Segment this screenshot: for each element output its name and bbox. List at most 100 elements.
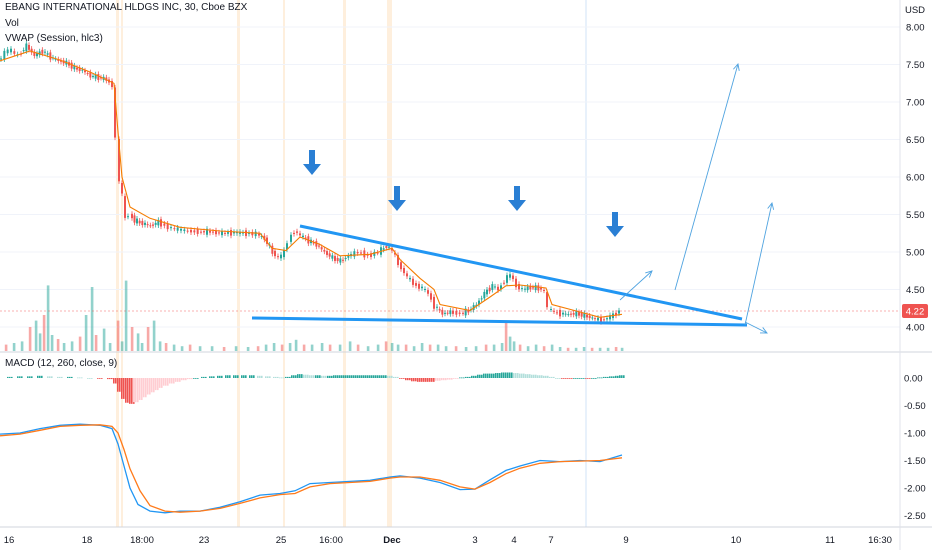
projection-arrow[interactable] bbox=[674, 63, 739, 291]
candle-body bbox=[438, 309, 441, 311]
macd-histogram-bar bbox=[609, 376, 611, 378]
macd-histogram-bar bbox=[191, 378, 193, 380]
candle-body bbox=[353, 251, 356, 257]
vwap-legend[interactable]: VWAP (Session, hlc3) bbox=[5, 33, 103, 44]
candle-body bbox=[3, 50, 6, 60]
macd-histogram-bar bbox=[447, 378, 449, 380]
triangle-lower-trendline[interactable] bbox=[251, 316, 748, 327]
macd-histogram-bar bbox=[287, 376, 289, 378]
macd-histogram-bar bbox=[469, 376, 471, 378]
macd-histogram-bar bbox=[597, 377, 599, 379]
candle-body bbox=[415, 283, 417, 286]
macd-histogram-bar bbox=[437, 378, 439, 381]
candle-body bbox=[546, 292, 548, 308]
candle-body bbox=[183, 229, 186, 232]
macd-histogram-bar bbox=[463, 377, 465, 379]
candle-body bbox=[254, 231, 257, 237]
candle-body bbox=[233, 231, 235, 234]
candle-body bbox=[562, 312, 564, 315]
macd-histogram-bar bbox=[183, 378, 185, 381]
session-band bbox=[237, 0, 240, 527]
candle-body bbox=[144, 222, 146, 225]
volume-legend[interactable]: Vol bbox=[5, 18, 19, 29]
volume-bar bbox=[598, 347, 602, 351]
macd-histogram-bar bbox=[189, 378, 191, 380]
macd-histogram-bar bbox=[579, 378, 581, 379]
candle-body bbox=[38, 51, 41, 56]
volume-bar bbox=[366, 346, 370, 351]
candle-body bbox=[478, 300, 480, 305]
candle-body bbox=[370, 253, 372, 257]
down-arrow-icon[interactable] bbox=[303, 150, 321, 175]
candle-body bbox=[462, 312, 464, 314]
macd-histogram-bar bbox=[305, 374, 307, 378]
macd-histogram-bar bbox=[393, 376, 395, 378]
macd-histogram-bar bbox=[241, 375, 243, 378]
volume-bar bbox=[84, 315, 88, 351]
macd-histogram-bar bbox=[549, 376, 551, 378]
candle-body bbox=[94, 74, 97, 79]
down-arrow-icon[interactable] bbox=[508, 186, 526, 211]
chart-title[interactable]: EBANG INTERNATIONAL HLDGS INC, 30, Cboe … bbox=[5, 2, 248, 13]
macd-histogram-bar bbox=[353, 375, 355, 378]
macd-histogram-bar bbox=[299, 374, 301, 378]
candle-body bbox=[33, 51, 36, 56]
macd-histogram-bar bbox=[413, 378, 415, 382]
macd-histogram-bar bbox=[595, 378, 597, 379]
volume-bar bbox=[526, 346, 530, 351]
candle-body bbox=[242, 232, 244, 234]
candle-body bbox=[248, 232, 250, 234]
candle-body bbox=[403, 268, 405, 274]
macd-histogram-bar bbox=[173, 378, 175, 384]
volume-bar bbox=[124, 280, 128, 351]
macd-histogram-bar bbox=[49, 376, 51, 378]
volume-bar bbox=[272, 343, 276, 351]
price-axis-label: 5.00 bbox=[906, 248, 925, 259]
macd-legend[interactable]: MACD (12, 260, close, 9) bbox=[5, 358, 118, 369]
projection-arrow[interactable] bbox=[619, 270, 653, 301]
candle-body bbox=[6, 49, 9, 54]
down-arrow-icon[interactable] bbox=[388, 186, 406, 211]
candle-body bbox=[494, 286, 496, 288]
candle-body bbox=[597, 317, 599, 321]
projection-arrow[interactable] bbox=[744, 321, 768, 334]
candle-body bbox=[111, 80, 113, 88]
candle-body bbox=[131, 213, 133, 219]
candle-body bbox=[518, 284, 520, 290]
candle-body bbox=[418, 283, 420, 289]
macd-histogram-bar bbox=[541, 375, 543, 378]
macd-histogram-bar bbox=[383, 375, 385, 378]
macd-histogram-bar bbox=[219, 375, 221, 378]
candle-body bbox=[441, 309, 444, 315]
macd-histogram-bar bbox=[19, 376, 21, 378]
macd-histogram-bar bbox=[619, 375, 621, 378]
macd-histogram-bar bbox=[495, 373, 497, 378]
candle-body bbox=[293, 232, 295, 234]
macd-histogram-bar bbox=[311, 375, 313, 378]
volume-bar bbox=[62, 343, 66, 351]
signal-line bbox=[0, 424, 623, 513]
triangle-upper-trendline[interactable] bbox=[299, 224, 743, 321]
session-band bbox=[343, 0, 346, 527]
macd-histogram-bar bbox=[363, 375, 365, 378]
macd-histogram-bar bbox=[613, 376, 615, 378]
volume-bar bbox=[198, 346, 202, 351]
candle-body bbox=[81, 69, 84, 71]
macd-histogram-bar bbox=[257, 375, 259, 378]
projection-arrow[interactable] bbox=[744, 202, 773, 326]
macd-histogram-bar bbox=[77, 377, 79, 379]
candle-body bbox=[512, 275, 514, 280]
candle-body bbox=[28, 44, 30, 50]
candle-body bbox=[239, 231, 241, 234]
candle-body bbox=[615, 312, 617, 316]
candle-body bbox=[46, 53, 49, 55]
macd-histogram-bar bbox=[507, 372, 509, 378]
macd-histogram-bar bbox=[407, 378, 409, 381]
candle-body bbox=[320, 247, 323, 250]
candle-body bbox=[556, 312, 558, 314]
down-arrow-icon[interactable] bbox=[606, 212, 624, 237]
candle-body bbox=[603, 319, 605, 321]
candle-body bbox=[100, 77, 102, 79]
volume-bar bbox=[566, 347, 570, 351]
volume-bar bbox=[500, 343, 504, 351]
